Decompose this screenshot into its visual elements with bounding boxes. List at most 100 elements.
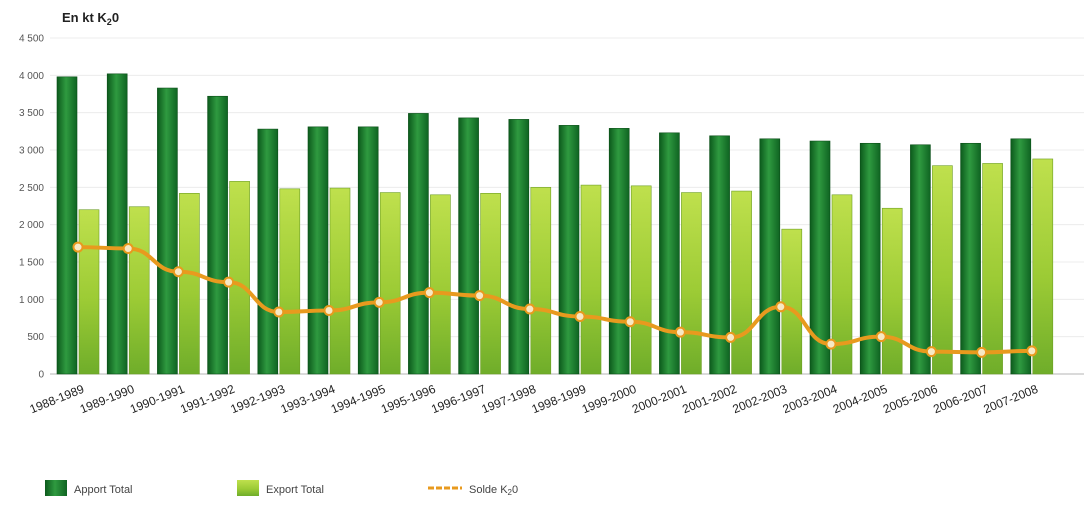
bar-apport — [1010, 138, 1032, 375]
legend-item-solde: Solde K20 — [428, 484, 518, 497]
bar-export — [329, 187, 351, 375]
x-tick-label: 1988-1989 — [28, 382, 87, 417]
x-tick-label: 2004-2005 — [831, 382, 890, 417]
bar-export — [279, 188, 301, 375]
x-tick-label: 1993-1994 — [279, 382, 338, 417]
legend-item-export: Export Total — [237, 480, 324, 496]
bar-export — [831, 194, 853, 375]
solde-point — [524, 303, 536, 315]
bar-export — [78, 209, 100, 375]
solde-point — [474, 290, 486, 302]
x-tick-label: 1997-1998 — [479, 382, 538, 417]
x-tick-label: 2006-2007 — [931, 382, 990, 417]
solde-point — [574, 311, 586, 323]
bar-export — [982, 163, 1003, 375]
y-tick-label: 4 000 — [19, 71, 44, 82]
bar-apport — [508, 119, 530, 375]
bar-apport — [408, 113, 429, 375]
solde-point — [423, 287, 435, 299]
y-tick-label: 500 — [27, 332, 44, 343]
bar-export — [480, 193, 501, 375]
solde-point — [323, 305, 335, 317]
x-tick-label: 1998-1999 — [530, 382, 589, 417]
y-axis-ticks: 0 500 1 000 1 500 2 000 2 500 3 000 3 500 4 000 4… — [19, 34, 44, 381]
solde-point — [825, 338, 837, 350]
bar-export — [179, 193, 200, 375]
bar-apport — [809, 140, 831, 375]
bar-export — [932, 165, 953, 375]
solde-line — [72, 241, 1038, 358]
solde-point — [122, 243, 134, 255]
x-axis-labels: 1988-19891989-19901990-19911991-19921992… — [28, 382, 1041, 417]
solde-point — [925, 346, 937, 358]
bar-export — [1032, 158, 1054, 375]
bar-apport — [257, 128, 279, 375]
x-tick-label: 1994-1995 — [329, 382, 388, 417]
bar-apport — [207, 95, 228, 375]
x-tick-label: 1992-1993 — [228, 382, 287, 417]
x-tick-label: 2005-2006 — [881, 382, 940, 417]
legend-item-apport: Apport Total — [45, 480, 133, 496]
solde-point — [775, 301, 787, 313]
bar-apport — [910, 144, 931, 375]
solde-point — [875, 331, 887, 343]
bar-apport — [106, 73, 128, 375]
legend-label-export: Export Total — [266, 484, 324, 496]
x-tick-label: 2002-2003 — [730, 382, 789, 417]
solde-point — [373, 296, 385, 308]
bar-apport — [558, 125, 580, 375]
bar-export — [229, 181, 250, 375]
y-tick-label: 3 500 — [19, 108, 44, 119]
x-tick-label: 1996-1997 — [429, 382, 488, 417]
x-tick-label: 1995-1996 — [379, 382, 438, 417]
legend-swatch-export — [237, 480, 259, 496]
x-tick-label: 2000-2001 — [630, 382, 689, 417]
x-tick-label: 2001-2002 — [680, 382, 739, 417]
bar-apport — [307, 126, 329, 375]
bar-export — [881, 207, 903, 375]
bar-apport — [709, 135, 730, 375]
bar-export — [681, 192, 702, 375]
bar-apport — [960, 142, 981, 375]
bars — [56, 73, 1054, 375]
x-tick-label: 1999-2000 — [580, 382, 639, 417]
bar-export — [128, 206, 150, 375]
bar-apport — [608, 128, 630, 375]
x-tick-label: 1990-1991 — [128, 382, 187, 417]
bar-export — [731, 190, 752, 375]
y-tick-label: 0 — [38, 370, 44, 381]
bar-export — [630, 185, 652, 375]
x-tick-label: 2003-2004 — [781, 382, 840, 417]
bar-export — [580, 184, 602, 375]
x-tick-label: 2007-2008 — [981, 382, 1040, 417]
bar-apport — [157, 87, 178, 375]
solde-point — [725, 331, 737, 343]
bar-export — [781, 228, 803, 375]
solde-point — [624, 316, 636, 328]
bar-apport — [859, 142, 881, 375]
y-tick-label: 4 500 — [19, 34, 44, 45]
legend-swatch-apport — [45, 480, 67, 496]
bar-apport — [458, 117, 479, 375]
y-tick-label: 3 000 — [19, 146, 44, 157]
legend: Apport Total Export Total Solde K20 — [45, 480, 518, 497]
bar-apport — [759, 138, 781, 375]
bar-apport — [659, 132, 680, 375]
solde-point — [976, 346, 988, 358]
x-tick-label: 1989-1990 — [78, 382, 137, 417]
solde-point — [223, 276, 235, 288]
bar-export — [379, 192, 401, 375]
y-tick-label: 1 500 — [19, 258, 44, 269]
y-tick-label: 1 000 — [19, 295, 44, 306]
bar-export — [430, 194, 451, 375]
y-unit-label: En kt K20 — [62, 10, 119, 27]
bar-export — [530, 187, 552, 375]
solde-point — [1026, 345, 1038, 357]
solde-point — [172, 266, 184, 278]
solde-point — [72, 241, 84, 253]
bar-apport — [56, 76, 78, 375]
y-tick-label: 2 000 — [19, 220, 44, 231]
x-tick-label: 1991-1992 — [178, 382, 237, 417]
